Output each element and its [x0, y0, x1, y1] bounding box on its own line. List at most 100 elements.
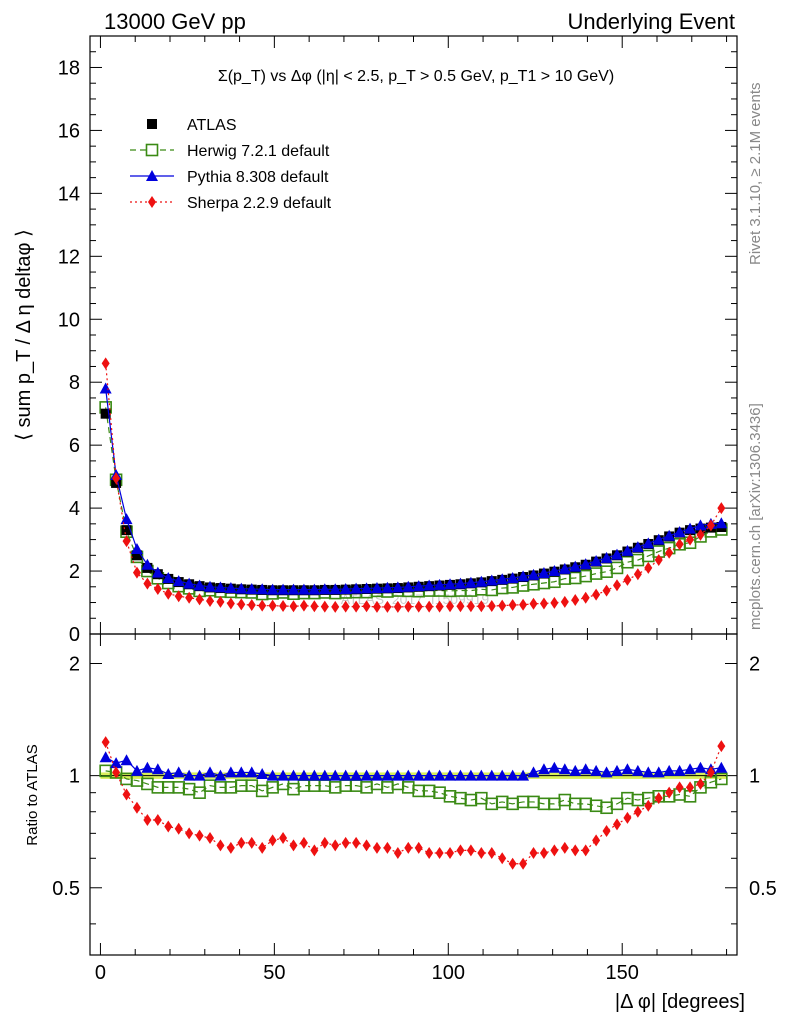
sherpa-point	[206, 832, 215, 845]
pythia-point	[287, 583, 300, 595]
sherpa-point	[216, 595, 225, 608]
pythia-point	[277, 583, 290, 595]
pythia-point	[600, 551, 613, 563]
pythia-point	[287, 769, 300, 781]
pythia-point	[151, 566, 164, 578]
pythia-point	[214, 581, 227, 593]
sherpa-point	[174, 590, 183, 603]
pythia-point	[266, 769, 279, 781]
series-pythia	[99, 751, 728, 781]
pythia-point	[579, 558, 592, 570]
pythia-point	[256, 583, 269, 595]
pythia-point	[517, 570, 530, 582]
herwig-point	[621, 555, 634, 569]
pythia-point	[621, 544, 634, 556]
sherpa-point	[216, 839, 225, 852]
sherpa-point	[101, 736, 110, 749]
pythia-point	[141, 761, 154, 773]
pythia-point	[423, 579, 436, 591]
sherpa-point	[299, 599, 308, 612]
pythia-point	[120, 513, 133, 525]
sherpa-point	[466, 600, 475, 613]
pythia-point	[130, 543, 143, 555]
sherpa-point	[425, 846, 434, 859]
sherpa-point	[477, 846, 486, 859]
x-tick-label: 50	[263, 962, 285, 984]
sherpa-point	[623, 811, 632, 824]
sherpa-point	[352, 836, 361, 849]
pythia-point	[548, 565, 561, 577]
pythia-point	[673, 526, 686, 538]
pythia-point	[360, 582, 373, 594]
sherpa-point	[372, 600, 381, 613]
pythia-point	[715, 761, 728, 773]
pythia-point	[308, 583, 321, 595]
sherpa-point	[247, 599, 256, 612]
pythia-point	[433, 578, 446, 590]
y-axis-label: ⟨ sum p_T / Δ η deltaφ ⟩	[13, 229, 35, 441]
pythia-point	[423, 769, 436, 781]
sherpa-point	[498, 852, 507, 865]
pythia-point	[464, 769, 477, 781]
sherpa-point	[539, 597, 548, 610]
herwig-point	[182, 782, 196, 796]
pythia-point	[684, 522, 697, 534]
sherpa-point	[706, 519, 715, 532]
sherpa-point	[435, 846, 444, 859]
sherpa-point	[456, 844, 465, 857]
pythia-point	[433, 769, 446, 781]
pythia-point	[537, 566, 550, 578]
sherpa-point	[560, 841, 569, 854]
sherpa-point	[508, 857, 517, 870]
pythia-point	[130, 764, 143, 776]
pythia-point	[517, 769, 530, 781]
pythia-point	[610, 548, 623, 560]
sherpa-point	[571, 594, 580, 607]
plot-title: Σ(p_T) vs Δφ (|η| < 2.5, p_T > 0.5 GeV, …	[218, 68, 614, 85]
pythia-point	[485, 769, 498, 781]
sherpa-point	[435, 600, 444, 613]
ratio-y-tick-label-right: 1	[749, 766, 760, 788]
pythia-point	[454, 769, 467, 781]
y-tick-label: 12	[58, 246, 80, 268]
y-tick-label: 8	[69, 372, 80, 394]
sherpa-point	[623, 573, 632, 586]
sherpa-point	[237, 836, 246, 849]
pythia-point	[527, 568, 540, 580]
pythia-point	[558, 562, 571, 574]
sherpa-point	[696, 777, 705, 790]
pythia-point	[684, 763, 697, 775]
x-tick-label: 0	[95, 962, 106, 984]
sherpa-point	[560, 595, 569, 608]
sherpa-point	[550, 596, 559, 609]
sherpa-point	[539, 846, 548, 859]
sherpa-point	[612, 579, 621, 592]
pythia-point	[266, 583, 279, 595]
sherpa-point	[487, 846, 496, 859]
herwig-point	[600, 801, 613, 815]
pythia-point	[235, 766, 248, 778]
pythia-point	[183, 577, 196, 589]
y-tick-label: 6	[69, 435, 80, 457]
pythia-point	[391, 581, 404, 593]
pythia-point	[329, 769, 342, 781]
pythia-point	[663, 764, 676, 776]
pythia-point	[183, 769, 196, 781]
pythia-point	[527, 766, 540, 778]
atlas-point	[121, 525, 132, 536]
y-tick-label: 16	[58, 120, 80, 142]
pythia-point	[339, 769, 352, 781]
sherpa-point	[258, 599, 267, 612]
herwig-point	[600, 565, 613, 578]
pythia-point	[506, 769, 519, 781]
sherpa-point	[592, 834, 601, 847]
sherpa-point	[644, 561, 653, 574]
legend-label: Sherpa 2.2.9 default	[187, 195, 332, 212]
pythia-point	[652, 766, 665, 778]
ratio-y-tick-label: 2	[69, 653, 80, 675]
herwig-point	[558, 793, 572, 807]
sherpa-point	[164, 587, 173, 600]
sherpa-point	[279, 832, 288, 845]
sherpa-point	[268, 599, 277, 612]
sherpa-point	[237, 598, 246, 611]
